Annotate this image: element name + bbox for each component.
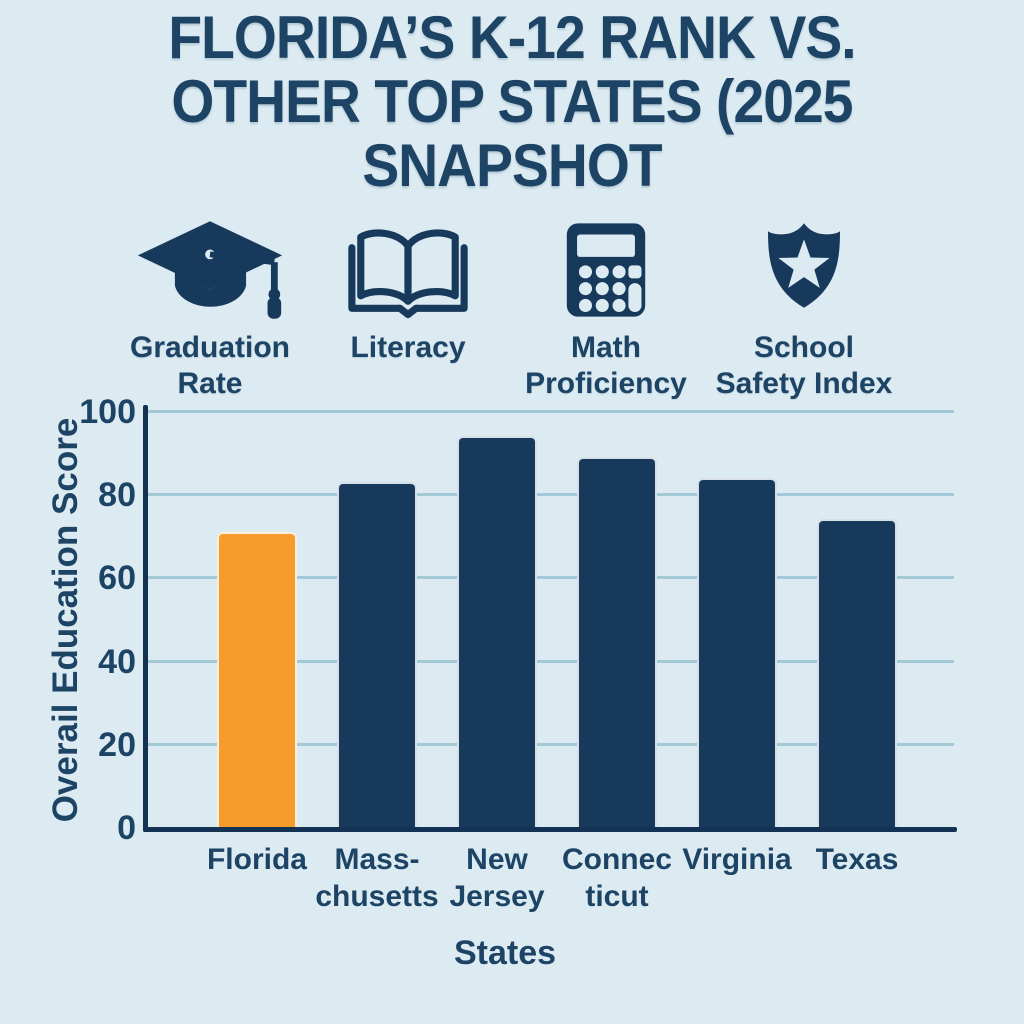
y-tick-label-60: 60 bbox=[98, 559, 136, 598]
x-tick-label-florida: Florida bbox=[190, 841, 324, 878]
gridline-40 bbox=[148, 659, 954, 663]
x-tick-line: Texas bbox=[815, 843, 899, 876]
bar-virginia bbox=[697, 478, 777, 827]
metric-label: Literacy bbox=[350, 330, 465, 366]
gridline-60 bbox=[148, 576, 954, 580]
metric-label: Math Proficiency bbox=[525, 330, 687, 402]
metric-graduation-rate: Graduation Rate bbox=[112, 218, 308, 402]
metric-school-safety: School Safety Index bbox=[706, 218, 902, 402]
metric-label-line-1: School bbox=[753, 331, 854, 364]
metric-label-line-2: Proficiency bbox=[525, 367, 687, 400]
bar-florida bbox=[217, 532, 297, 827]
page-title: FLORIDA’S K-12 RANK VS. OTHER TOP STATES… bbox=[41, 6, 983, 198]
bar-connecticut bbox=[577, 457, 657, 827]
x-tick-line: Virginia bbox=[682, 843, 792, 876]
x-tick-label-virginia: Virginia bbox=[670, 841, 804, 878]
metric-label-line-1: Math bbox=[570, 331, 641, 364]
y-tick-label-20: 20 bbox=[98, 725, 136, 764]
gridline-20 bbox=[148, 742, 954, 746]
gridline-80 bbox=[148, 493, 954, 497]
open-book-icon bbox=[341, 218, 475, 322]
x-tick-label-connecticut: Connec ticut bbox=[550, 841, 684, 915]
x-tick-label-new-jersey: New Jersey bbox=[430, 841, 564, 915]
bar-texas bbox=[817, 519, 897, 827]
bar-massachusetts bbox=[337, 482, 417, 827]
gridline-100 bbox=[148, 410, 954, 413]
x-tick-line: Florida bbox=[206, 843, 307, 876]
metric-label-line-1: Graduation bbox=[129, 331, 290, 364]
metric-label-line-2: Rate bbox=[177, 367, 243, 400]
y-tick-label-100: 100 bbox=[79, 393, 136, 431]
x-tick-label-texas: Texas bbox=[790, 841, 924, 878]
x-axis-line bbox=[143, 827, 957, 832]
bar-new-jersey bbox=[457, 436, 537, 827]
title-line-3: SNAPSHOT bbox=[362, 132, 662, 199]
title-line-2: OTHER TOP STATES (2025 bbox=[171, 68, 853, 135]
x-tick-line: New bbox=[466, 843, 528, 876]
y-tick-label-80: 80 bbox=[98, 476, 136, 515]
metric-literacy: Literacy bbox=[310, 218, 506, 402]
y-axis-line bbox=[143, 405, 148, 832]
x-tick-label-massachusetts: Mass-chusetts bbox=[310, 841, 444, 915]
calculator-icon bbox=[564, 218, 648, 322]
x-tick-line: Connec bbox=[561, 843, 672, 876]
graduation-cap-icon bbox=[132, 218, 288, 322]
y-tick-label-0: 0 bbox=[117, 809, 136, 847]
metric-label: School Safety Index bbox=[716, 330, 893, 402]
title-line-1: FLORIDA’S K-12 RANK VS. bbox=[168, 4, 856, 71]
y-axis-title: Overail Education Score bbox=[46, 417, 85, 823]
x-tick-line: chusetts bbox=[315, 880, 439, 913]
x-tick-line: ticut bbox=[585, 880, 649, 913]
x-axis-title: States bbox=[453, 934, 557, 972]
x-tick-line: Jersey bbox=[449, 880, 545, 913]
metric-label: Graduation Rate bbox=[130, 330, 290, 402]
shield-star-icon bbox=[759, 218, 849, 322]
metric-label-line-2: Safety Index bbox=[715, 367, 893, 400]
metrics-row: Graduation Rate Literacy bbox=[112, 218, 902, 402]
metric-math-proficiency: Math Proficiency bbox=[508, 218, 704, 402]
y-tick-label-40: 40 bbox=[98, 642, 136, 681]
x-tick-line: Mass- bbox=[334, 843, 420, 876]
metric-label-line-1: Literacy bbox=[350, 331, 466, 364]
